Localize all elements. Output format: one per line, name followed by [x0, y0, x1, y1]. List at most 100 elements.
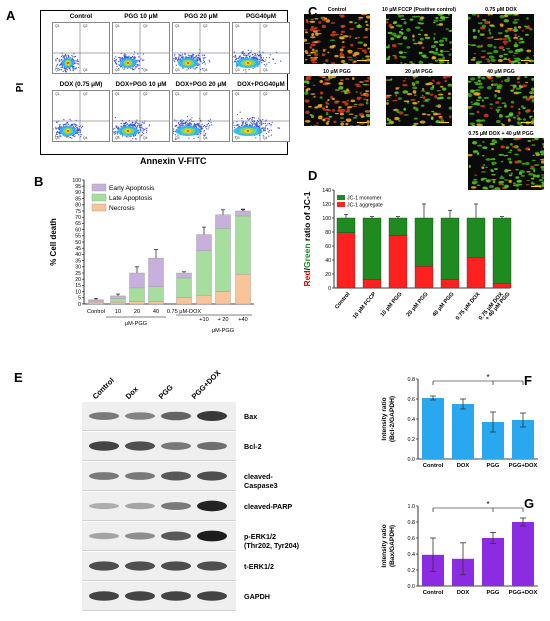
bar — [177, 298, 192, 304]
blot-row-label: cleaved-Caspase3 — [244, 472, 300, 490]
bar — [493, 218, 511, 284]
y-tick-label: 60 — [325, 244, 331, 250]
y-tick-label: 20 — [75, 277, 81, 283]
category-label: 0.75 μM-DOX — [167, 309, 202, 315]
category-label: 40 μM PGG — [432, 291, 456, 318]
y-tick-label: 0.2 — [408, 568, 416, 574]
micrograph-title: 0.75 μM DOX — [464, 7, 538, 13]
bar — [389, 236, 407, 289]
blot-lane-label: Control — [91, 376, 116, 401]
quadrant-label: Q4 — [203, 68, 208, 72]
bar — [415, 266, 433, 288]
category-label: Control — [423, 463, 444, 469]
blot-row — [82, 582, 236, 611]
blot-band — [89, 533, 119, 539]
bar — [236, 274, 251, 304]
y-tick-label: 100 — [72, 178, 81, 184]
quadrant-label: Q2 — [263, 92, 268, 96]
quadrant-label: Q2 — [143, 92, 148, 96]
blot-band — [197, 561, 227, 570]
flow-plot-title: PGG40μM — [229, 13, 293, 20]
quadrant-label: Q4 — [83, 68, 88, 72]
bar — [89, 302, 104, 304]
scale-bar — [357, 60, 367, 62]
scale-bar — [439, 122, 449, 124]
bar — [197, 251, 212, 296]
quadrant-label: Q1 — [175, 24, 180, 28]
y-tick-label: 45 — [75, 246, 81, 252]
quadrant-label: Q3 — [115, 136, 120, 140]
quadrant-label: Q4 — [83, 136, 88, 140]
micrograph — [386, 76, 452, 126]
y-tick-label: 50 — [75, 240, 81, 246]
y-tick-label: 1.0 — [408, 504, 416, 510]
blot-band — [161, 591, 191, 601]
blot-band — [197, 442, 227, 450]
flow-density — [173, 91, 230, 142]
y-tick-label: 85 — [75, 196, 81, 202]
scale-bar — [521, 122, 531, 124]
category-label: +40 — [238, 317, 248, 323]
y-axis-label: (Bax/GAPDH) — [389, 525, 396, 567]
bar — [441, 218, 459, 280]
blot-band — [161, 532, 191, 541]
blot-band — [161, 442, 191, 450]
blot-band — [89, 503, 119, 509]
category-label: + 20 — [217, 317, 228, 323]
bar — [467, 218, 485, 257]
flow-plot-title: PGG 10 μM — [109, 13, 173, 20]
blot-band — [89, 441, 119, 451]
panel-e-label: E — [14, 370, 23, 385]
blot-lane-label: PGG+DOX — [190, 368, 223, 401]
y-tick-label: 0.8 — [408, 377, 416, 383]
quadrant-label: Q3 — [235, 136, 240, 140]
category-label: Control — [423, 590, 444, 596]
quadrant-label: Q2 — [203, 92, 208, 96]
quadrant-label: Q4 — [263, 136, 268, 140]
y-tick-label: 65 — [75, 221, 81, 227]
legend-label: Early Apoptosis — [109, 185, 155, 192]
blot-row — [82, 552, 236, 581]
y-axis-label: Intensity ratio — [381, 397, 388, 440]
y-tick-label: 40 — [75, 252, 81, 258]
legend-swatch — [337, 195, 345, 200]
panel-g-label: G — [524, 496, 534, 511]
bar — [337, 218, 355, 233]
blot-band — [125, 561, 155, 570]
bar — [216, 228, 231, 291]
flow-plot-title: DOX+PGG40μM — [229, 81, 293, 88]
blot-bands — [82, 522, 236, 550]
bar — [149, 287, 164, 302]
blot-band — [161, 502, 191, 510]
micrograph-title: Control — [300, 7, 374, 13]
bar — [467, 257, 485, 288]
blot-row-label: cleaved-PARP — [244, 502, 292, 511]
y-tick-label: 70 — [75, 215, 81, 221]
micrograph-cells — [468, 76, 534, 126]
blot-band — [161, 412, 191, 421]
y-axis-label: Intensity ratio — [381, 524, 388, 567]
quadrant-label: Q3 — [175, 68, 180, 72]
blot-row — [82, 522, 236, 551]
panel-f-label: F — [524, 373, 532, 388]
y-tick-label: 10 — [75, 289, 81, 295]
bar — [177, 273, 192, 278]
group-label: μM-PGG — [125, 321, 147, 327]
flow-plot-title: PGG 20 μM — [169, 13, 233, 20]
y-tick-label: 80 — [75, 203, 81, 209]
blot-row-label: GAPDH — [244, 592, 270, 601]
category-label: PGG+DOX — [509, 463, 538, 469]
blot-bands — [82, 462, 236, 490]
panel-a-label: A — [6, 8, 15, 23]
y-tick-label: 0.8 — [408, 520, 416, 526]
blot-lane-label: PGG — [157, 383, 175, 401]
micrograph-title: 10 μM FCCP (Positive control) — [382, 7, 456, 13]
y-tick-label: 0.0 — [408, 584, 416, 590]
significance-star: * — [486, 500, 489, 509]
quadrant-label: Q4 — [203, 136, 208, 140]
